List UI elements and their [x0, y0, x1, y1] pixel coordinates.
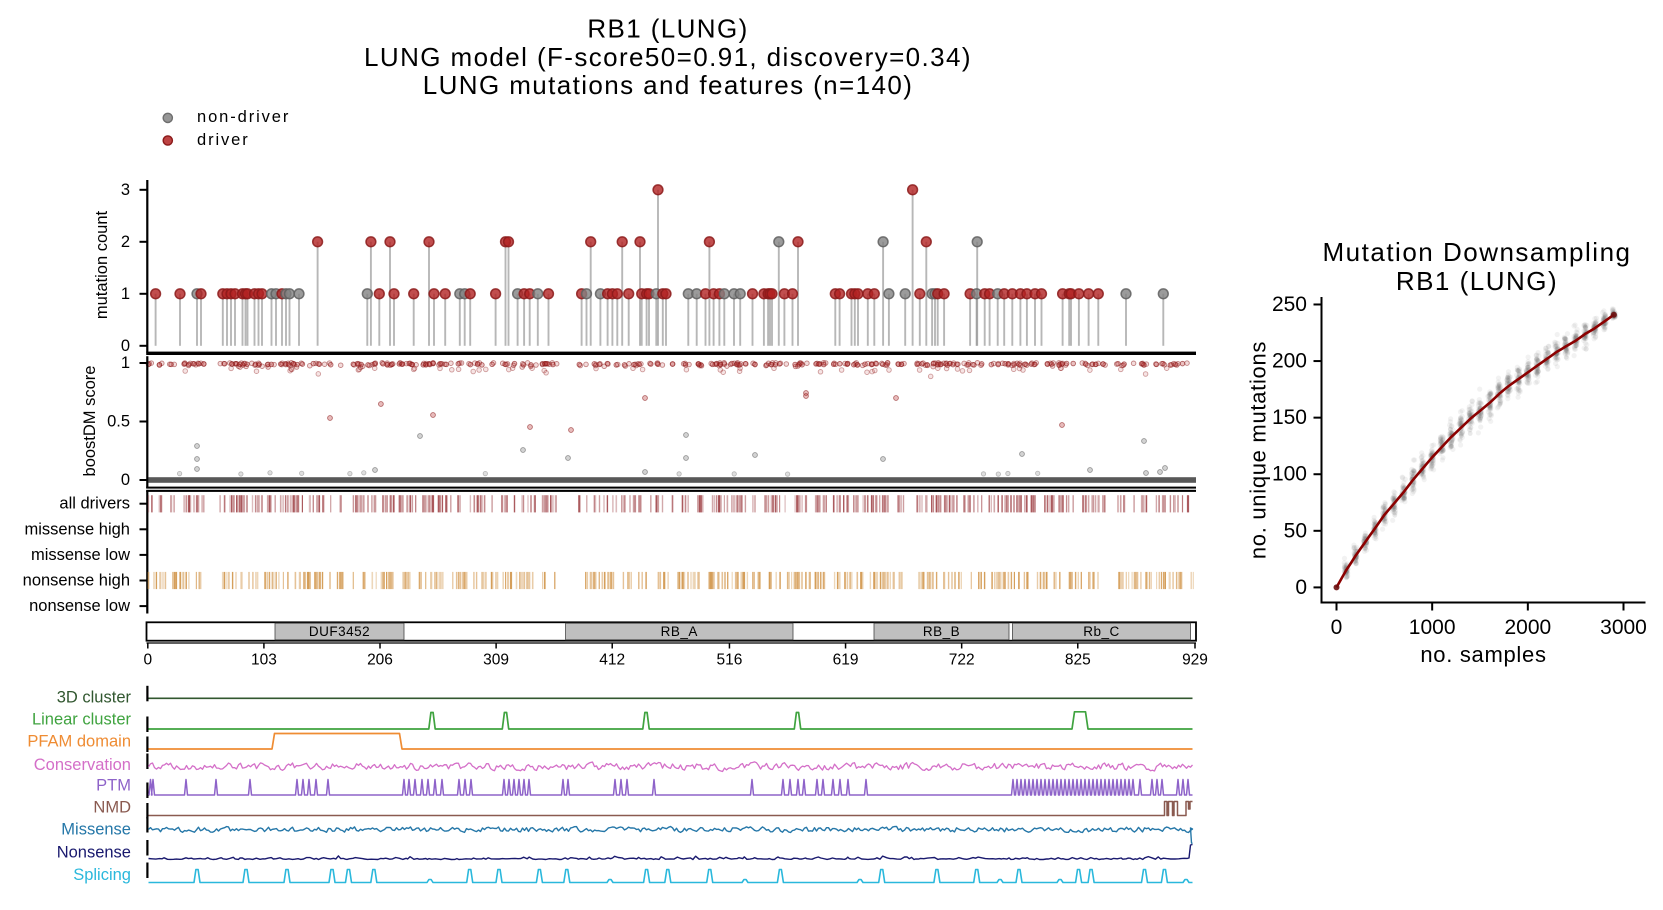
- svg-text:no. samples: no. samples: [1420, 642, 1546, 667]
- svg-text:516: 516: [717, 652, 743, 669]
- svg-text:boostDM score: boostDM score: [81, 366, 99, 477]
- svg-text:LUNG model (F-score50=0.91, di: LUNG model (F-score50=0.91, discovery=0.…: [364, 42, 972, 72]
- svg-text:0: 0: [121, 471, 130, 489]
- svg-text:LUNG mutations and features (n: LUNG mutations and features (n=140): [423, 70, 914, 100]
- svg-text:0.5: 0.5: [107, 413, 130, 431]
- svg-text:1000: 1000: [1409, 616, 1456, 639]
- svg-text:Linear cluster: Linear cluster: [32, 710, 132, 728]
- svg-text:nonsense low: nonsense low: [29, 597, 130, 615]
- svg-text:PFAM domain: PFAM domain: [27, 733, 131, 751]
- svg-text:2000: 2000: [1504, 616, 1551, 639]
- svg-text:0: 0: [1331, 616, 1343, 639]
- svg-text:100: 100: [1272, 463, 1307, 486]
- svg-text:309: 309: [483, 652, 509, 669]
- svg-text:NMD: NMD: [93, 799, 131, 817]
- svg-text:RB1 (LUNG): RB1 (LUNG): [1396, 266, 1558, 296]
- svg-text:Missense: Missense: [61, 821, 131, 839]
- svg-text:412: 412: [599, 652, 625, 669]
- svg-text:929: 929: [1182, 652, 1208, 669]
- svg-text:nonsense high: nonsense high: [23, 572, 130, 590]
- svg-text:Conservation: Conservation: [34, 756, 131, 774]
- svg-text:RB_B: RB_B: [923, 624, 960, 639]
- svg-text:mutation count: mutation count: [93, 210, 111, 319]
- svg-text:619: 619: [833, 652, 859, 669]
- svg-text:3000: 3000: [1600, 616, 1647, 639]
- svg-text:1: 1: [121, 285, 130, 303]
- svg-text:driver: driver: [197, 131, 250, 149]
- svg-text:206: 206: [367, 652, 393, 669]
- svg-text:PTM: PTM: [96, 777, 131, 795]
- svg-text:0: 0: [1295, 576, 1307, 599]
- svg-text:825: 825: [1065, 652, 1091, 669]
- svg-text:no. unique mutations: no. unique mutations: [1246, 341, 1271, 559]
- svg-text:Mutation Downsampling: Mutation Downsampling: [1323, 237, 1632, 267]
- svg-text:missense low: missense low: [31, 546, 130, 564]
- svg-text:Rb_C: Rb_C: [1083, 624, 1120, 639]
- svg-text:RB1 (LUNG): RB1 (LUNG): [587, 14, 748, 44]
- svg-text:1: 1: [121, 354, 130, 372]
- svg-text:all drivers: all drivers: [59, 495, 130, 513]
- svg-text:250: 250: [1272, 293, 1307, 316]
- svg-text:0: 0: [121, 337, 130, 355]
- svg-text:0: 0: [143, 652, 152, 669]
- svg-text:722: 722: [949, 652, 975, 669]
- svg-text:RB_A: RB_A: [661, 624, 698, 639]
- svg-text:150: 150: [1272, 406, 1307, 429]
- svg-text:3D cluster: 3D cluster: [57, 689, 132, 707]
- svg-text:200: 200: [1272, 350, 1307, 373]
- svg-text:3: 3: [121, 181, 130, 199]
- svg-text:non-driver: non-driver: [197, 108, 290, 126]
- svg-text:50: 50: [1284, 519, 1307, 542]
- svg-text:Nonsense: Nonsense: [57, 844, 131, 862]
- svg-text:Splicing: Splicing: [73, 866, 131, 884]
- svg-text:missense high: missense high: [25, 520, 130, 538]
- svg-text:103: 103: [251, 652, 277, 669]
- svg-text:2: 2: [121, 233, 130, 251]
- svg-text:DUF3452: DUF3452: [309, 624, 370, 639]
